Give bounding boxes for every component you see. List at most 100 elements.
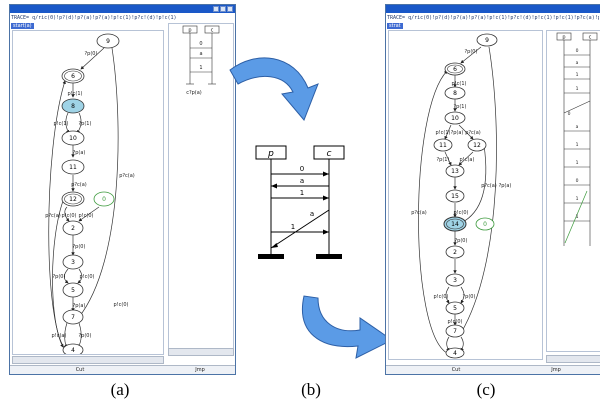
caption-c: (c) (476, 380, 496, 399)
edge-label: p!c(0) (453, 210, 468, 216)
msc-message: 1 (291, 223, 295, 231)
state-node[interactable]: 12 (473, 142, 481, 149)
state-graph: ?p(0) p!c(1) p!c(1) ?p(1) ?p(a) p?c(a) p… (45, 33, 135, 357)
msc-footer: c?p(a) (186, 90, 202, 96)
msc-message: 1 (576, 160, 579, 166)
edge-label: ?p(1) (437, 157, 450, 163)
bottom-toolbar: Cut Jmp (386, 365, 600, 374)
state-node[interactable]: 9 (485, 37, 489, 44)
edge-label: p?c(a) (119, 173, 135, 179)
jump-button[interactable]: Jmp (195, 367, 205, 373)
state-node[interactable]: 6 (453, 66, 457, 73)
edge-label: ?p(a) (73, 303, 86, 309)
curved-arrow-top (229, 57, 319, 121)
edge-label: p!c(0) (61, 213, 76, 219)
window-c: TRACE= q/ric(0)!p?(d)!p?(a)!p?(a)!p!c(1)… (385, 4, 600, 375)
state-node[interactable]: 14 (451, 221, 459, 228)
state-node[interactable]: 10 (69, 135, 77, 142)
edge-label: p!c(1) (435, 130, 450, 136)
state-node[interactable]: 0 (102, 196, 106, 203)
edge-label: p!c(0) (79, 274, 94, 280)
edge-label: p?c(a) (71, 182, 87, 188)
edge-label: ?p(1) (454, 104, 467, 110)
msc-header: p (267, 149, 274, 159)
edge-label: ?p(0) (463, 294, 476, 300)
msc-message: 0 (576, 48, 579, 54)
edge-label: p!c(1) (67, 91, 82, 97)
cut-button[interactable]: Cut (451, 367, 461, 373)
msc-message: a (576, 61, 579, 66)
msc-pane: p c 0 a 1 c?p(a) (168, 23, 234, 355)
edge-label: ?p(a) (499, 183, 512, 189)
state-node[interactable]: 12 (69, 196, 77, 203)
edge-label: p!c(0) (78, 213, 93, 219)
graph-pane: ?p(0) p!c(1) ?p(1) p!c(1) ?p(a) p?c(a) ?… (388, 30, 543, 360)
horizontal-scrollbar[interactable] (12, 356, 164, 364)
edge-label: ?p(a) (451, 130, 464, 136)
msc-message: 1 (300, 189, 304, 197)
state-node[interactable]: 8 (453, 90, 457, 97)
minimize-button[interactable] (213, 6, 219, 12)
edge-label: ?p(0) (85, 51, 98, 57)
bottom-toolbar: Cut Jmp (10, 365, 235, 374)
edge-label: p!c(0) (113, 302, 128, 308)
msc-pane: p c (546, 30, 600, 352)
state-node[interactable]: 6 (71, 73, 75, 80)
msc-message: 0 (199, 41, 202, 47)
msc-message: 1 (576, 214, 579, 220)
msc-message: 0 (300, 165, 304, 173)
edge-label: ?p(0) (79, 333, 92, 339)
msc-message: a (199, 51, 202, 57)
center-msc: p c 0 a 1 a 1 (255, 145, 345, 259)
state-node[interactable]: 15 (451, 193, 459, 200)
msc-message: 1 (576, 142, 579, 148)
state-node[interactable]: 5 (71, 287, 75, 294)
graph-pane: ?p(0) p!c(1) p!c(1) ?p(1) ?p(a) p?c(a) p… (12, 30, 164, 357)
edge-label: p!c(1) (53, 121, 68, 127)
edge-label: p?c(a) (465, 130, 481, 136)
curved-arrow-bottom (302, 295, 393, 359)
edge-label: p!c(a) (52, 333, 67, 339)
window-c-titlebar (386, 5, 600, 13)
close-button[interactable] (227, 6, 233, 12)
state-node[interactable]: 13 (451, 168, 459, 175)
cut-button[interactable]: Cut (75, 367, 85, 373)
state-node[interactable]: 4 (453, 350, 457, 357)
msc-header: c (211, 28, 214, 34)
edge-label: p?c(a) (411, 210, 427, 216)
msc-message: 1 (576, 72, 579, 78)
state-node[interactable]: 0 (483, 221, 487, 228)
msc-message: a (300, 177, 304, 185)
state-node[interactable]: 4 (71, 347, 75, 354)
msc-message: 0 (568, 111, 571, 117)
state-node[interactable]: 3 (453, 277, 457, 284)
edge-label: ?p(0) (455, 238, 468, 244)
edge-label: p!c(1) (451, 81, 466, 87)
msc-scrollbar[interactable] (168, 348, 234, 356)
state-node[interactable]: 2 (71, 225, 75, 232)
msc-scrollbar[interactable] (546, 355, 600, 363)
msc-message: 1 (199, 65, 202, 71)
edge-label: p!c(0) (447, 319, 462, 325)
state-node[interactable]: 7 (71, 314, 75, 321)
caption-b: (b) (301, 380, 321, 399)
state-node[interactable]: 5 (453, 305, 457, 312)
msc-header: c (589, 35, 592, 41)
maximize-button[interactable] (220, 6, 226, 12)
state-node[interactable]: 11 (69, 164, 77, 171)
state-node[interactable]: 8 (71, 103, 75, 110)
state-node[interactable]: 9 (106, 38, 110, 45)
jump-button[interactable]: Jmp (551, 367, 561, 373)
start-label: strat (387, 23, 403, 29)
msc-header: p (562, 35, 565, 41)
state-node[interactable]: 3 (71, 259, 75, 266)
state-node[interactable]: 2 (453, 249, 457, 256)
state-node[interactable]: 11 (439, 142, 447, 149)
state-node[interactable]: 7 (453, 328, 457, 335)
trace-text: TRACE= q/ric(0)!p?(d)!p?(a)!p?(a)!p!c(1)… (387, 15, 599, 21)
caption-a: (a) (110, 380, 130, 399)
msc-message: 1 (576, 86, 579, 92)
edge-label: ?p(0) (465, 49, 478, 55)
state-node[interactable]: 10 (451, 115, 459, 122)
